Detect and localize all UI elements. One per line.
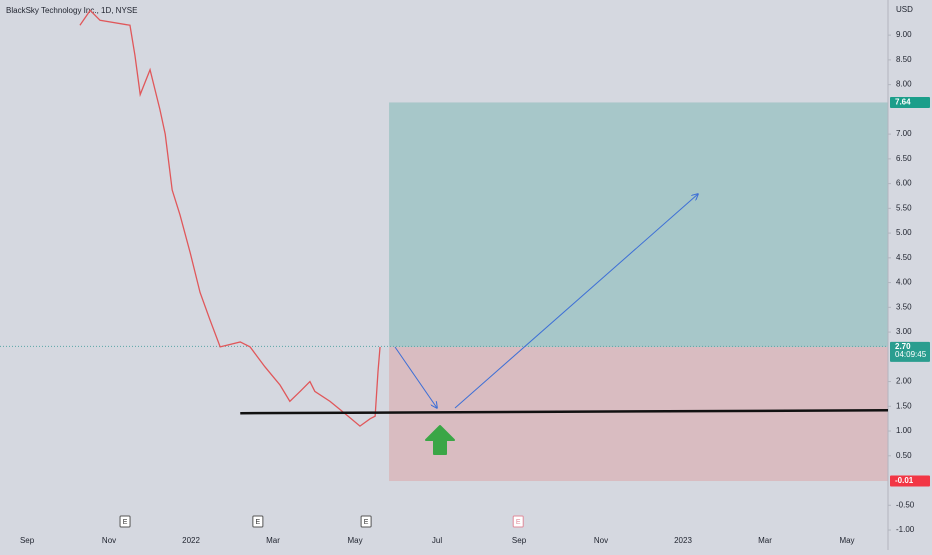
target-tag: 7.64 [895,98,911,107]
y-tick-label: 5.50 [896,203,912,212]
y-tick-label: 3.50 [896,302,912,311]
y-tick-label: 6.00 [896,179,912,188]
x-tick-label: Nov [102,536,116,545]
currency: USD [896,5,913,14]
y-tick-label: 9.00 [896,30,912,39]
y-tick-label: 5.00 [896,228,912,237]
stop-zone [389,346,888,482]
earnings-label: E [123,519,128,526]
y-tick-label: 4.00 [896,278,912,287]
y-tick-label: 3.00 [896,327,912,336]
y-tick-label: 2.00 [896,377,912,386]
x-tick-label: May [839,536,854,545]
earnings-marker [119,515,131,528]
y-tick-label: -0.50 [896,500,915,509]
x-tick-label: May [347,536,362,545]
y-tick-label: 1.00 [896,426,912,435]
y-tick-label: 1.50 [896,401,912,410]
entry-tag-bg [890,341,930,362]
x-tick-label: Jul [432,536,442,545]
target-zone [389,102,888,347]
y-tick-label: 7.00 [896,129,912,138]
x-tick-label: Nov [594,536,608,545]
arrow-up [454,194,698,409]
earnings-marker [512,515,524,528]
y-tick-label: 8.50 [896,55,912,64]
entry-tag: 2.70 [895,342,911,351]
x-tick-label: Sep [20,536,35,545]
y-tick-label: 0.50 [896,451,912,460]
green-arrow [425,425,455,455]
earnings-label: E [256,519,261,526]
support-line [240,409,889,415]
stop-tag-bg [890,475,930,487]
y-tick-label: 6.50 [896,154,912,163]
target-tag-bg [890,96,930,108]
x-tick-label: Mar [758,536,772,545]
x-tick-label: 2022 [182,536,200,545]
x-tick-label: Sep [512,536,527,545]
chart-title: BlackSky Technology Inc., 1D, NYSE [6,6,137,15]
earnings-marker [360,515,372,528]
y-tick-label: 8.00 [896,80,912,89]
arrow-down [394,346,437,408]
countdown: 04:09:45 [895,350,927,359]
stop-tag: -0.01 [895,476,914,485]
earnings-label: E [516,519,521,526]
earnings-marker [252,515,264,528]
earnings-label: E [364,519,369,526]
x-tick-label: 2023 [674,536,692,545]
x-tick-label: Mar [266,536,280,545]
y-tick-label: -1.00 [896,525,915,534]
price-line [79,9,381,427]
y-tick-label: 4.50 [896,253,912,262]
